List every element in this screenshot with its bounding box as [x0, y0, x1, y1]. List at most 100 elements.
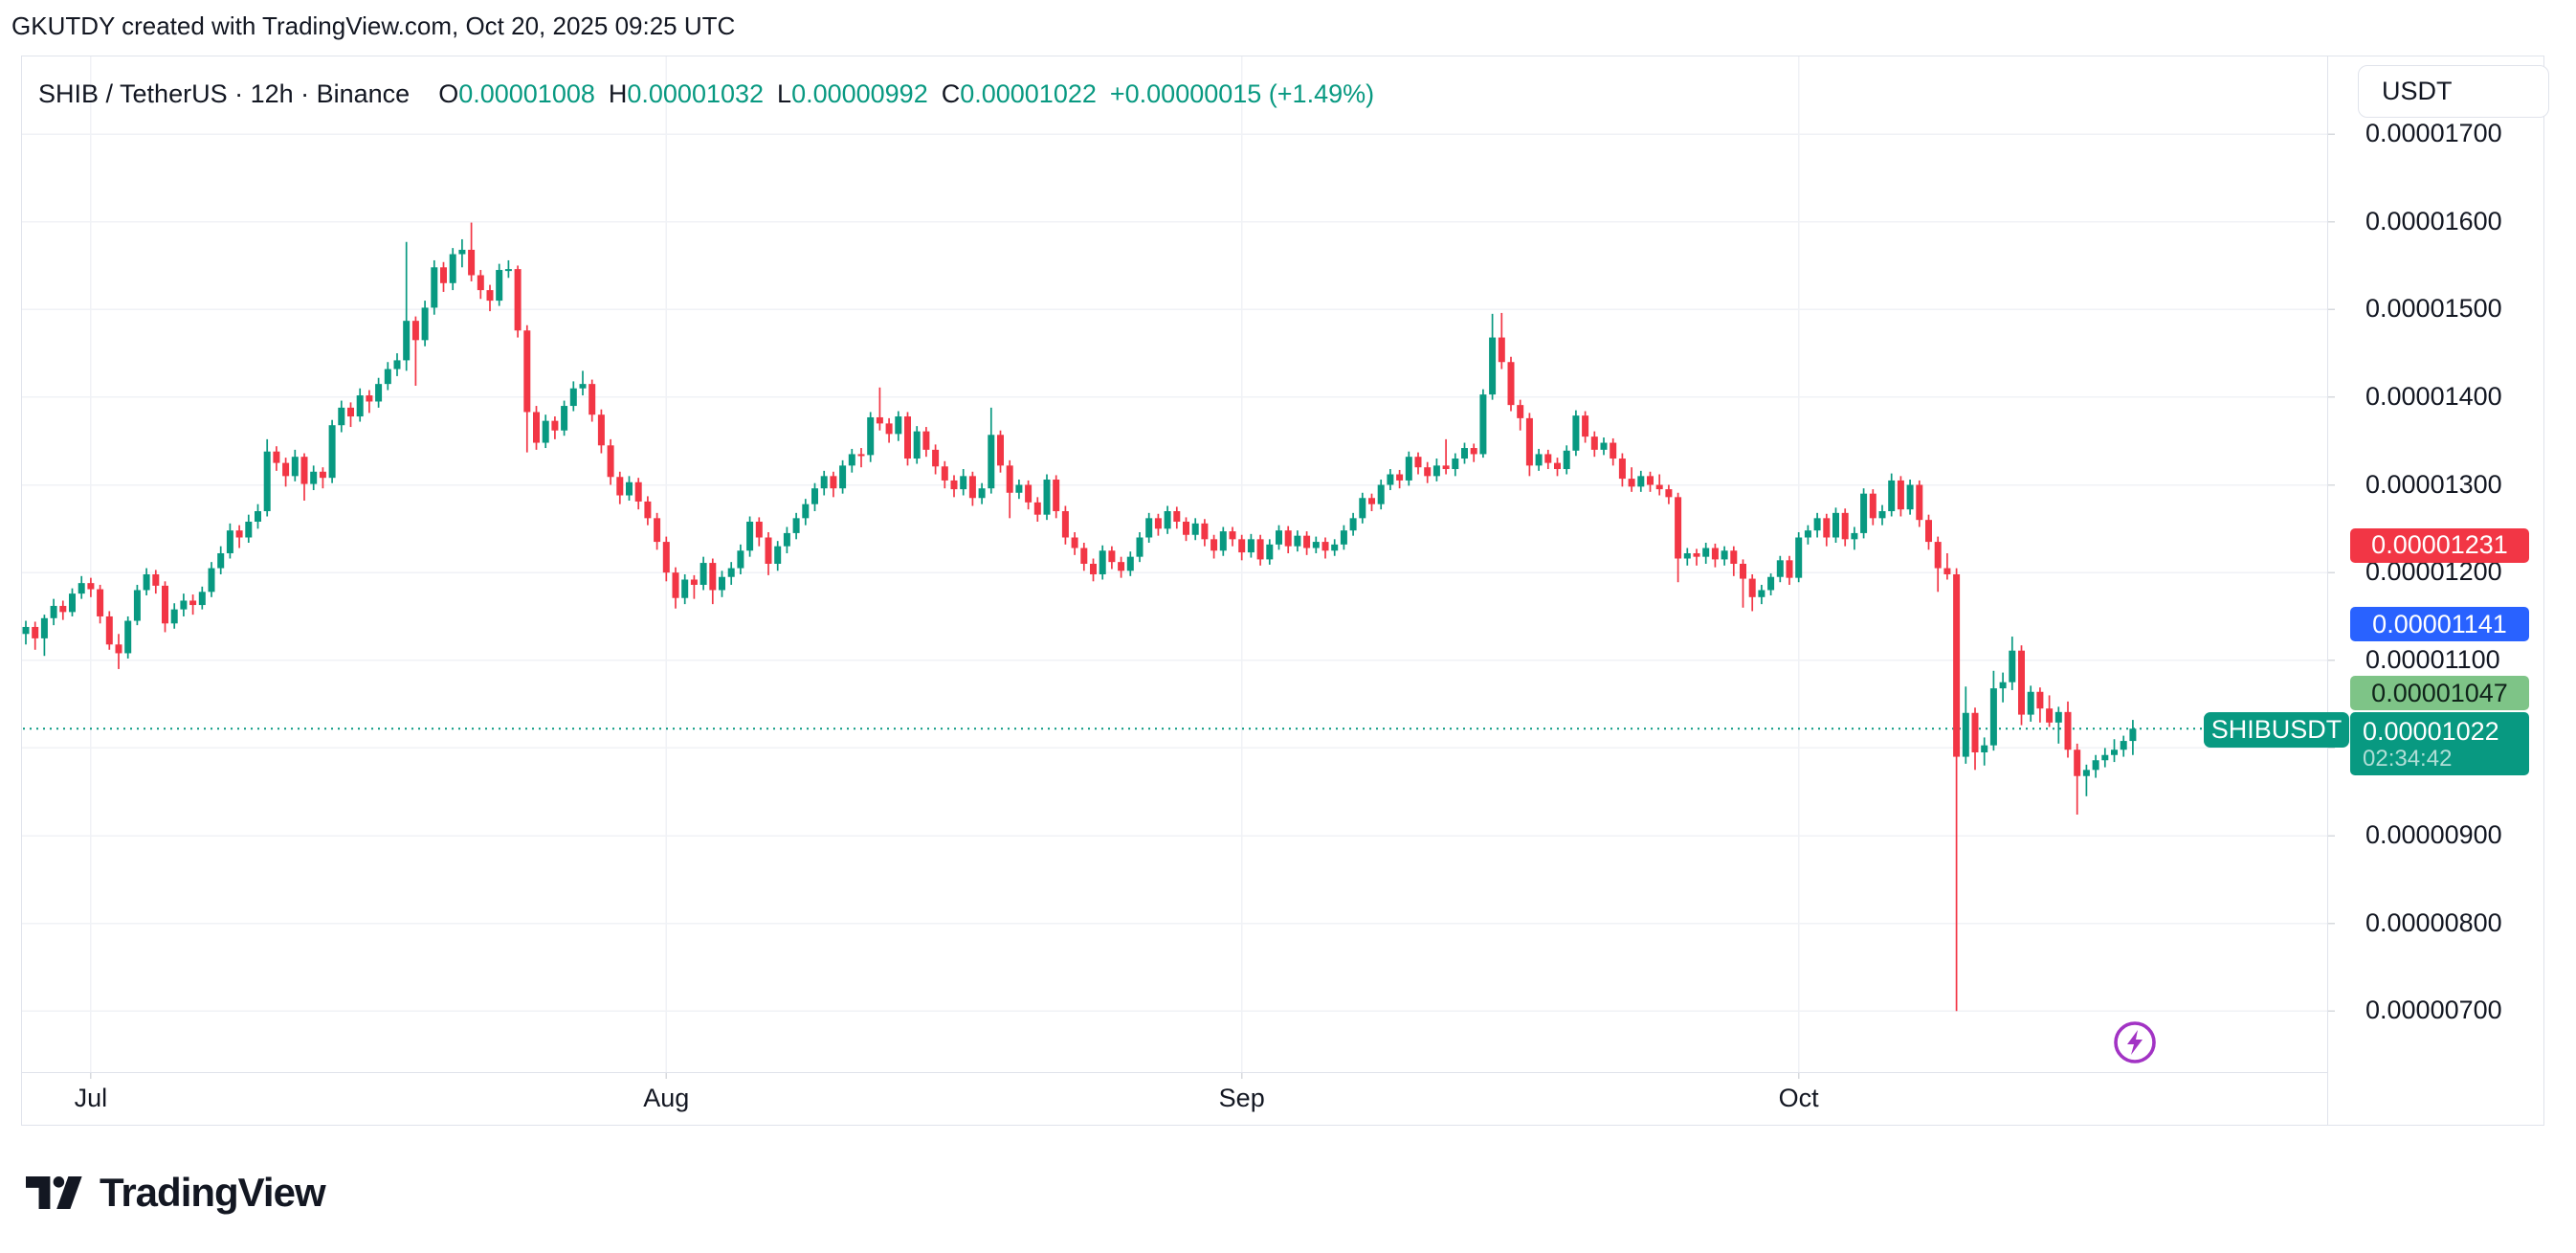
candlestick-up — [802, 503, 810, 519]
candlestick-up — [1191, 523, 1199, 535]
candlestick-up — [1359, 498, 1366, 519]
candlestick-up — [245, 522, 253, 538]
candlestick-down — [1321, 542, 1329, 551]
candlestick-up — [1479, 394, 1487, 455]
candlestick-up — [1572, 415, 1580, 451]
candlestick-up — [1813, 518, 1821, 531]
open-value: 0.00001008 — [458, 79, 595, 108]
candlestick-down — [1118, 562, 1125, 571]
candlestick-down — [1628, 479, 1635, 487]
candlestick-up — [867, 416, 875, 456]
lightning-icon[interactable] — [2112, 1019, 2158, 1065]
candlestick-up — [1767, 576, 1775, 591]
candlestick-up — [1312, 542, 1320, 548]
candlestick-up — [1989, 688, 1997, 746]
price-label-red: 0.00001231 — [2350, 527, 2529, 563]
candlestick-down — [1424, 467, 1432, 477]
candlestick-up — [2082, 770, 2090, 776]
candlestick-up — [458, 249, 466, 255]
candlestick-up — [124, 620, 132, 654]
tradingview-logo[interactable]: TradingView — [26, 1170, 326, 1216]
candlestick-up — [727, 568, 735, 577]
candlestick-down — [1229, 531, 1236, 540]
candlestick-up — [1099, 550, 1106, 574]
candlestick-up — [960, 476, 967, 490]
candlestick-up — [449, 254, 456, 283]
candlestick-up — [1906, 484, 1914, 510]
candlestick-down — [1544, 454, 1552, 463]
candlestick-up — [143, 573, 150, 591]
candlestick-up — [774, 546, 782, 564]
candlestick-up — [1452, 459, 1459, 470]
candlestick-down — [523, 330, 531, 413]
candlestick-up — [1702, 548, 1710, 557]
close-label: C — [941, 79, 961, 108]
candlestick-down — [1238, 539, 1246, 553]
candlestick-down — [514, 269, 522, 331]
candlestick-up — [1377, 484, 1385, 504]
currency-unit-button[interactable]: USDT — [2358, 65, 2549, 118]
candlestick-down — [1090, 563, 1097, 574]
candlestick-down — [189, 600, 197, 606]
candlestick-up — [1015, 484, 1023, 493]
candlestick-down — [1953, 573, 1961, 757]
candlestick-down — [690, 579, 698, 585]
candlestick-down — [59, 605, 67, 613]
candlestick-up — [820, 476, 828, 489]
candlestick-up — [1962, 712, 1969, 757]
price-tick-label: 0.00001100 — [2365, 644, 2500, 674]
candlestick-up — [978, 488, 986, 499]
candlestick-up — [1776, 560, 1784, 577]
tradingview-logo-icon — [26, 1176, 82, 1209]
candlestick-down — [1396, 474, 1404, 481]
candlestick-down — [1610, 442, 1617, 459]
candlestick-down — [2064, 711, 2072, 750]
candlestick-down — [2036, 691, 2044, 709]
candlestick-down — [1284, 530, 1292, 547]
candlestick-down — [857, 454, 865, 457]
candlestick-up — [40, 617, 48, 638]
candlestick-up — [1387, 474, 1394, 485]
candlestick-down — [1470, 448, 1477, 455]
candlestick-down — [904, 416, 911, 459]
candlestick-down — [1897, 480, 1904, 510]
candlestick-down — [273, 451, 280, 463]
candlestick-up — [1999, 682, 2007, 689]
candlestick-up — [1878, 511, 1886, 519]
candlestick-down — [1006, 465, 1013, 493]
candlestick-down — [1517, 405, 1524, 418]
candlestick-up — [133, 590, 141, 621]
candlestick-up — [338, 407, 345, 426]
candlestick-down — [152, 573, 160, 586]
candlestick-down — [830, 476, 837, 489]
candlestick-down — [1368, 498, 1375, 504]
candlestick-down — [709, 563, 717, 591]
candlestick-up — [1535, 454, 1543, 466]
candlestick-up — [681, 579, 689, 598]
candlestick-down — [2018, 650, 2025, 715]
candlestick-down — [1786, 560, 1793, 578]
candlestick-up — [291, 457, 299, 477]
candlestick-down — [1033, 502, 1041, 515]
candlestick-down — [1507, 362, 1515, 406]
candlestick-down — [634, 481, 642, 502]
candlestick-down — [662, 542, 670, 573]
candlestick-down — [1582, 415, 1589, 437]
candlestick-down — [32, 626, 39, 638]
candlestick-up — [913, 431, 921, 459]
candlestick-up — [2129, 728, 2137, 742]
candlestick-up — [1266, 544, 1274, 560]
candlestick-down — [533, 412, 540, 443]
candlestick-up — [1860, 493, 1868, 533]
bar-countdown: 02:34:42 — [2363, 745, 2453, 772]
candlestick-up — [1432, 465, 1440, 477]
panel-border-bottom — [21, 1125, 2543, 1126]
candlestick-up — [2009, 650, 2016, 682]
candlestick-down — [1108, 550, 1116, 563]
candlestick-up — [421, 307, 429, 341]
time-axis-month-label: Jul — [74, 1084, 108, 1112]
price-axis-separator — [2327, 56, 2328, 1126]
symbol-title: SHIB / TetherUS · 12h · Binance — [38, 79, 411, 108]
candlestick-up — [50, 605, 57, 618]
